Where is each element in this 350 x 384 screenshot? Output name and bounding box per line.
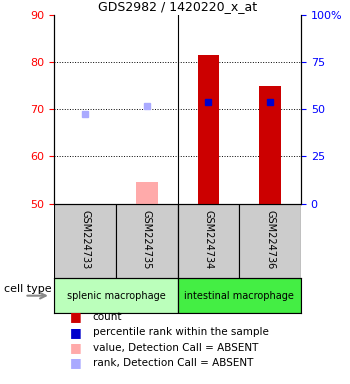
Title: GDS2982 / 1420220_x_at: GDS2982 / 1420220_x_at xyxy=(98,0,257,13)
Text: cell type: cell type xyxy=(4,284,51,294)
Text: ■: ■ xyxy=(70,326,82,339)
Text: count: count xyxy=(93,312,122,322)
Text: GSM224735: GSM224735 xyxy=(142,210,152,269)
Text: intestinal macrophage: intestinal macrophage xyxy=(184,291,294,301)
Bar xyxy=(198,55,219,204)
Text: ■: ■ xyxy=(70,341,82,354)
Text: ■: ■ xyxy=(70,310,82,323)
Text: splenic macrophage: splenic macrophage xyxy=(66,291,165,301)
Text: rank, Detection Call = ABSENT: rank, Detection Call = ABSENT xyxy=(93,358,253,368)
Bar xyxy=(259,86,281,204)
Text: value, Detection Call = ABSENT: value, Detection Call = ABSENT xyxy=(93,343,258,353)
Text: GSM224736: GSM224736 xyxy=(265,210,275,269)
Text: percentile rank within the sample: percentile rank within the sample xyxy=(93,327,269,337)
Text: GSM224734: GSM224734 xyxy=(203,210,214,269)
Bar xyxy=(177,278,301,313)
Bar xyxy=(54,204,116,278)
Bar xyxy=(239,204,301,278)
Text: ■: ■ xyxy=(70,356,82,369)
Text: GSM224733: GSM224733 xyxy=(80,210,90,269)
Bar xyxy=(177,204,239,278)
Bar xyxy=(136,182,158,204)
Bar xyxy=(54,278,177,313)
Bar xyxy=(116,204,177,278)
